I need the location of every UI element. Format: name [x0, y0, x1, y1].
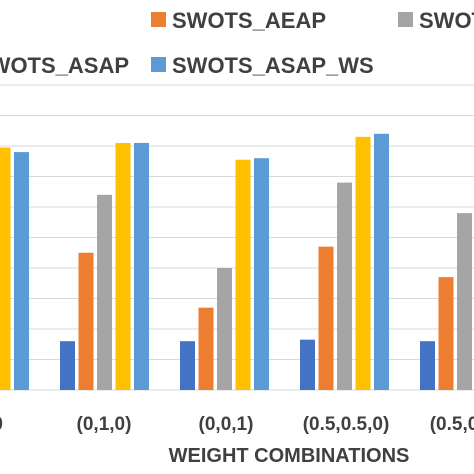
bar: [337, 182, 352, 390]
x-tick-label: (0: [0, 414, 3, 435]
bar: [318, 246, 334, 390]
legend-label-swots: SWOTS: [419, 8, 474, 33]
legend: SWOTS_AEAP SWOTS SWOTS_ASAP SWOTS_ASAP_W…: [0, 8, 474, 78]
legend-swatch-swots-asap-ws: [151, 57, 166, 72]
bar: [60, 341, 75, 390]
bar: [254, 158, 269, 390]
bar: [78, 252, 94, 390]
bar: [420, 341, 435, 390]
legend-label-swots-asap-ws: SWOTS_ASAP_WS: [172, 53, 374, 78]
legend-label-swots-aeap: SWOTS_AEAP: [172, 8, 326, 33]
bar-series: [0, 133, 472, 391]
x-tick-label: (0.5,0: [430, 414, 474, 435]
bar: [235, 159, 251, 390]
x-tick-labels: (0 (0,1,0) (0,0,1) (0.5,0.5,0) (0.5,0: [0, 414, 474, 435]
bar: [0, 147, 11, 390]
bar: [374, 133, 389, 391]
bar: [180, 341, 195, 390]
bar: [134, 142, 149, 390]
x-tick-label: (0.5,0.5,0): [303, 414, 390, 435]
bar: [198, 307, 214, 390]
x-tick-label: (0,0,1): [199, 414, 254, 435]
bar: [457, 213, 472, 390]
bar: [14, 152, 29, 390]
bar: [97, 194, 112, 390]
bar: [355, 136, 371, 390]
x-axis-title: WEIGHT COMBINATIONS: [169, 445, 410, 467]
bar: [300, 339, 315, 390]
x-tick-label: (0,1,0): [77, 414, 132, 435]
legend-label-swots-asap: SWOTS_ASAP: [0, 53, 129, 78]
bar: [217, 268, 232, 390]
bar: [115, 142, 131, 390]
legend-swatch-swots-aeap: [151, 12, 166, 27]
bar: [438, 277, 454, 390]
legend-swatch-swots: [398, 12, 413, 27]
